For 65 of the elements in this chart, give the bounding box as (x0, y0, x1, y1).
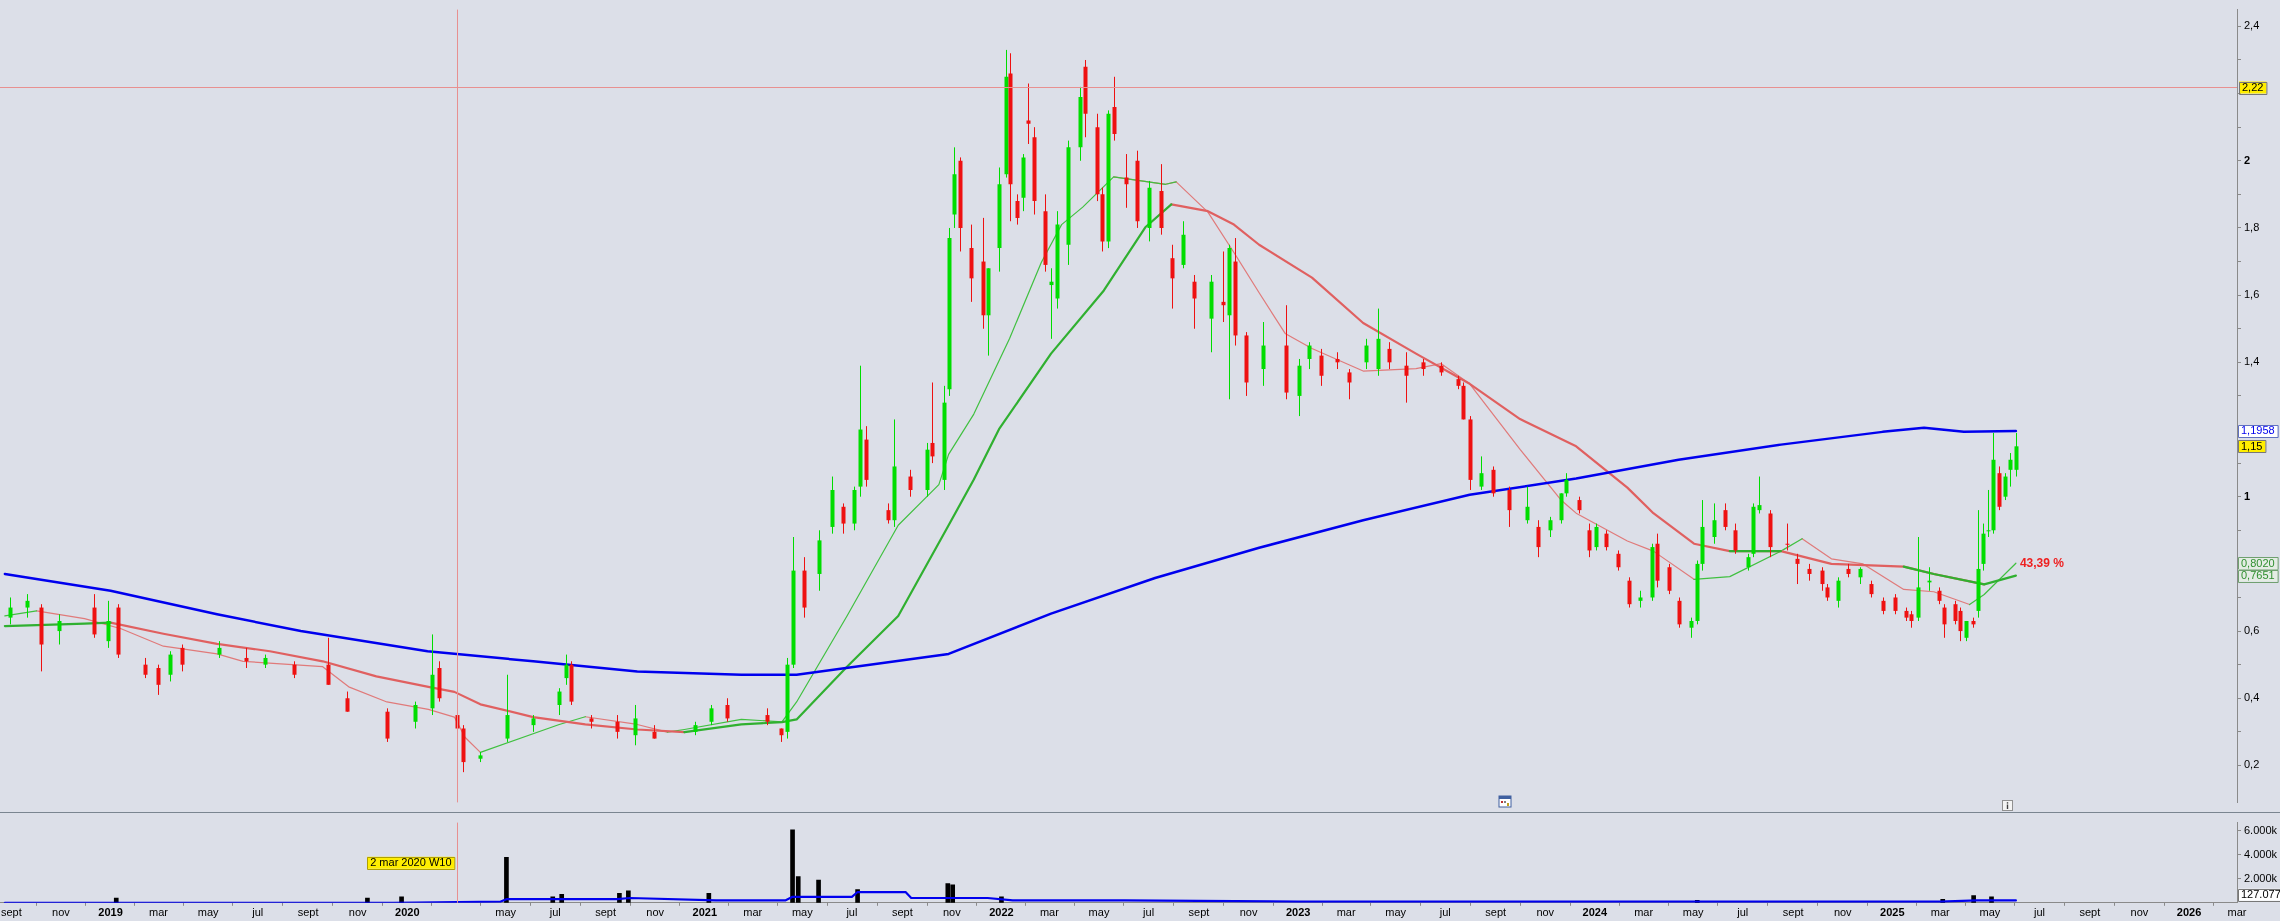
x-tick-label: nov (646, 906, 665, 919)
x-tick-label: 2019 (98, 906, 123, 919)
x-tick-label: mar (1039, 906, 1060, 919)
x-tick-label: may (495, 906, 517, 919)
y-tick-label: 4.000k (2244, 847, 2278, 860)
x-tick-label: may (197, 906, 219, 919)
x-tick-label: 2025 (1880, 906, 1905, 919)
x-tick-label: mar (149, 906, 169, 919)
y-tick-label: 1,4 (2244, 355, 2260, 368)
x-tick-label: mar (1634, 906, 1654, 919)
x-tick-label: sept (891, 906, 913, 919)
y-tick-label: 0,4 (2244, 691, 2260, 704)
x-tick-label: may (791, 906, 814, 919)
x-tick-label: nov (1536, 906, 1555, 919)
x-tick-label: sept (2079, 906, 2101, 919)
x-tick-label: jul (1438, 906, 1451, 919)
x-tick-label: jul (548, 906, 561, 919)
text: 1,1958 (2241, 424, 2275, 437)
y-tick-label: 6.000k (2244, 824, 2278, 837)
ref-line-label: 2 mar 2020 W10 (370, 856, 452, 869)
x-tick-label: nov (943, 906, 962, 919)
y-tick-label: 0,2 (2244, 758, 2260, 771)
x-tick-label: nov (2130, 906, 2149, 919)
x-tick-label: jul (1142, 906, 1155, 919)
x-tick-label: jul (251, 906, 264, 919)
x-tick-label: sept (1782, 906, 1804, 919)
x-tick-label: may (1088, 906, 1110, 919)
y-tick-label: 1 (2244, 489, 2251, 502)
x-tick-label: jul (845, 906, 858, 919)
x-tick-label: may (1682, 906, 1705, 919)
x-tick-label: mar (743, 906, 763, 919)
x-tick-label: mar (1336, 906, 1356, 919)
x-tick-label: mar (2227, 906, 2247, 919)
x-tick-label: sept (1485, 906, 1507, 919)
annotation: 43,39 % (2019, 556, 2065, 571)
x-tick-label: sept (595, 906, 616, 919)
x-tick-label: 2024 (1582, 906, 1608, 919)
text: 1,15 (2241, 439, 2263, 452)
x-tick-label: nov (1833, 906, 1853, 919)
x-tick-label: sept (1, 906, 22, 919)
x-tick-label: 2022 (989, 906, 1014, 919)
x-tick-label: nov (1239, 906, 1258, 919)
y-tick-label: 2.000k (2244, 871, 2278, 884)
y-tick-label: 0,6 (2244, 624, 2260, 637)
x-tick-label: sept (1188, 906, 1210, 919)
ref-line-label: 2,22 (2242, 81, 2264, 94)
x-tick-label: nov (348, 906, 368, 919)
text: 0,8020 (2241, 556, 2275, 569)
y-tick-label: 1,8 (2244, 220, 2260, 233)
x-tick-label: jul (1736, 906, 1749, 919)
x-tick-label: nov (52, 906, 71, 919)
x-tick-label: sept (297, 906, 319, 919)
x-tick-label: 2026 (2176, 906, 2202, 919)
x-tick-label: 2021 (692, 906, 718, 919)
y-tick-label: 2,4 (2244, 19, 2260, 32)
x-tick-label: may (1979, 906, 2001, 919)
x-tick-label: may (1385, 906, 1407, 919)
x-tick-label: mar (1930, 906, 1951, 919)
text: 0,7651 (2241, 569, 2275, 582)
x-tick-label: 2020 (395, 906, 420, 919)
y-tick-label: 2 (2244, 153, 2251, 166)
y-tick-label: 1,6 (2244, 288, 2260, 301)
text: 127.077 (2241, 888, 2280, 901)
x-tick-label: jul (2032, 906, 2045, 919)
x-tick-label: 2023 (1285, 906, 1311, 919)
